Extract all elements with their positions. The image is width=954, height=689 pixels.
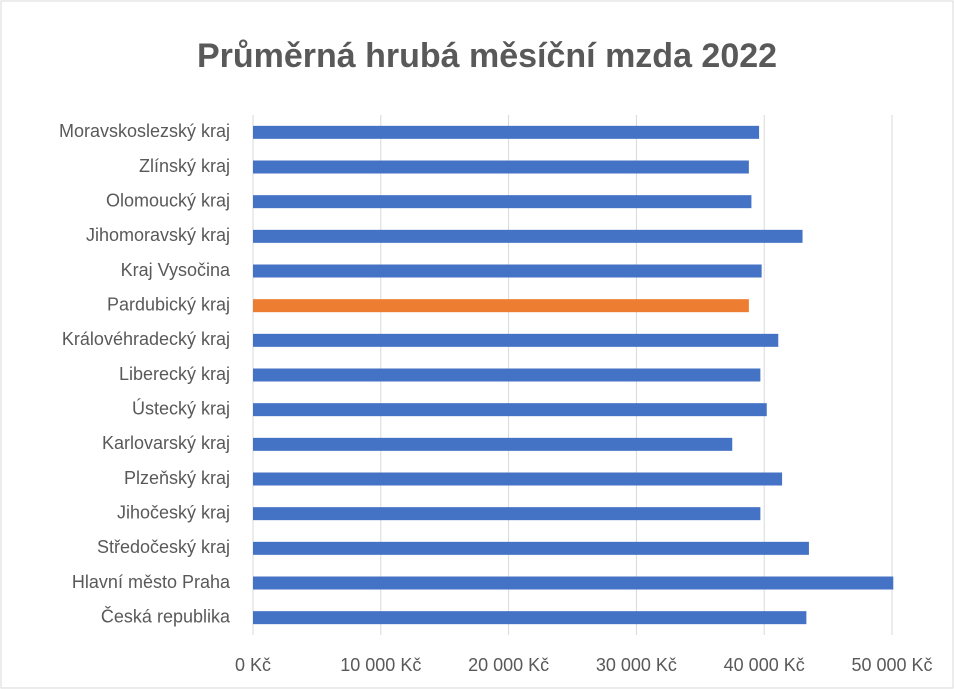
bar bbox=[253, 160, 749, 174]
y-tick-label: Kraj Vysočina bbox=[121, 260, 231, 280]
bar bbox=[253, 125, 760, 139]
bar bbox=[253, 507, 761, 521]
y-tick-label: Středočeský kraj bbox=[97, 537, 230, 557]
bar bbox=[253, 437, 733, 451]
bar bbox=[253, 229, 803, 243]
y-tick-label: Liberecký kraj bbox=[119, 364, 230, 384]
bar bbox=[253, 541, 809, 555]
bar bbox=[253, 264, 762, 278]
bar bbox=[253, 403, 767, 417]
y-tick-label: Moravskoslezský kraj bbox=[59, 121, 230, 141]
bar bbox=[253, 333, 779, 347]
bar bbox=[253, 299, 749, 313]
y-tick-label: Hlavní město Praha bbox=[72, 572, 231, 592]
y-tick-label: Zlínský kraj bbox=[139, 156, 230, 176]
x-tick-label: 30 000 Kč bbox=[596, 655, 677, 675]
x-tick-label: 40 000 Kč bbox=[724, 655, 805, 675]
chart-title: Průměrná hrubá měsíční mzda 2022 bbox=[197, 37, 777, 75]
x-tick-label: 50 000 Kč bbox=[851, 655, 932, 675]
y-tick-label: Pardubický kraj bbox=[107, 294, 230, 314]
y-tick-label: Karlovarský kraj bbox=[102, 433, 230, 453]
bar bbox=[253, 472, 783, 486]
y-tick-label: Královéhradecký kraj bbox=[62, 329, 230, 349]
bar bbox=[253, 576, 894, 590]
y-tick-label: Jihočeský kraj bbox=[117, 502, 230, 522]
x-tick-label: 0 Kč bbox=[235, 655, 271, 675]
x-tick-label: 20 000 Kč bbox=[468, 655, 549, 675]
bar bbox=[253, 195, 752, 209]
y-tick-label: Jihomoravský kraj bbox=[86, 225, 230, 245]
y-tick-label: Plzeňský kraj bbox=[124, 468, 230, 488]
bar bbox=[253, 611, 807, 625]
bar bbox=[253, 368, 761, 382]
y-tick-label: Olomoucký kraj bbox=[106, 190, 230, 210]
x-tick-label: 10 000 Kč bbox=[340, 655, 421, 675]
y-tick-label: Česká republika bbox=[101, 605, 231, 626]
y-tick-label: Ústecký kraj bbox=[132, 397, 230, 418]
